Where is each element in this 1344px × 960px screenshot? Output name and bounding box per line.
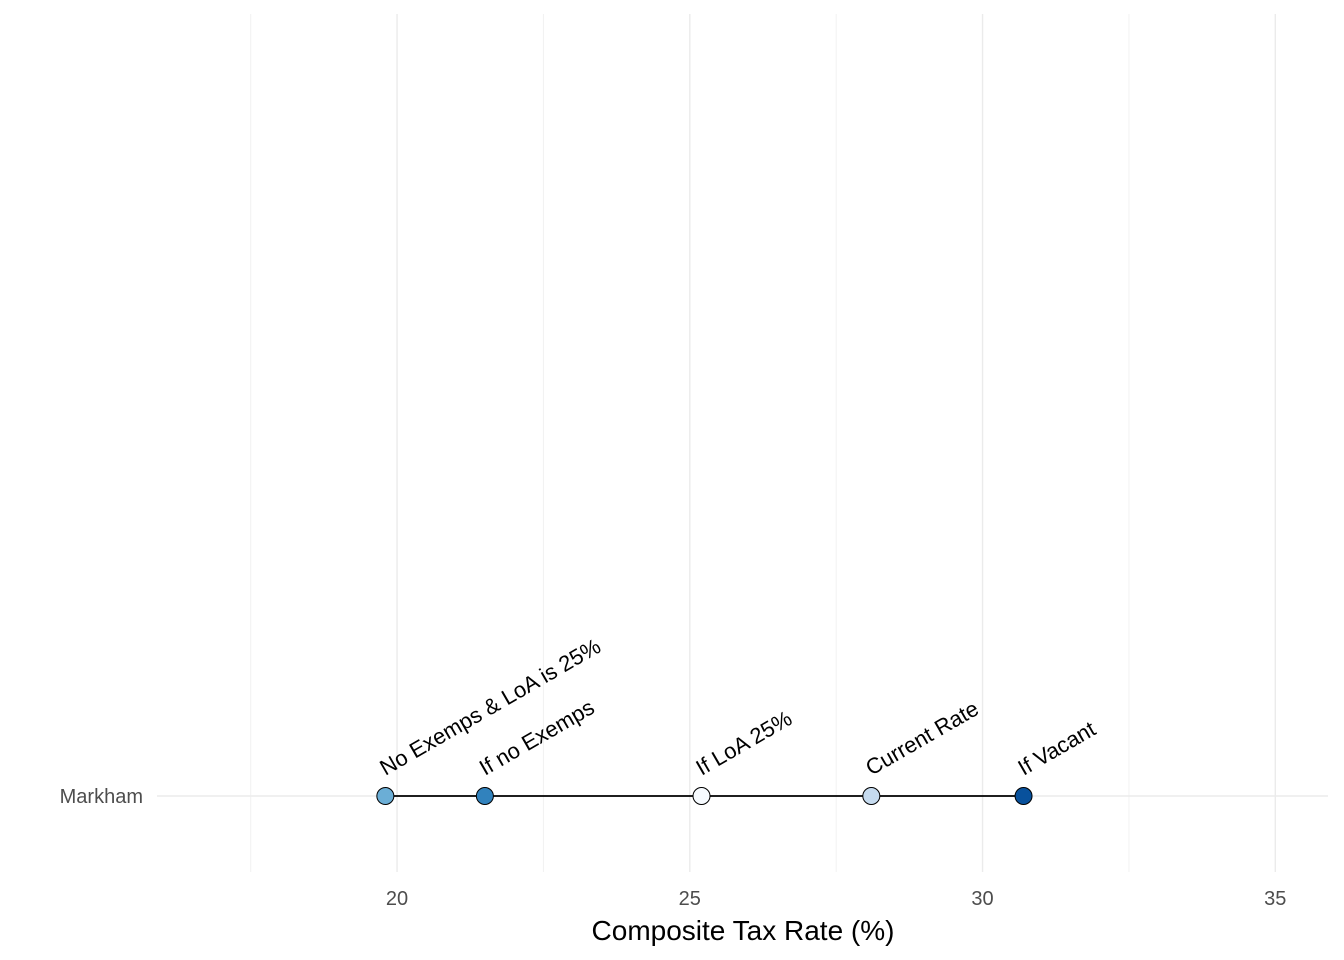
y-category-labels: Markham bbox=[60, 786, 143, 808]
point-labels: No Exemps & LoA is 25%If no Exemps If LoA… bbox=[375, 633, 1099, 780]
minor-gridlines bbox=[250, 14, 1130, 872]
data-point bbox=[376, 787, 395, 805]
x-tick-label: 20 bbox=[386, 888, 408, 910]
data-point-label: Current Rate bbox=[861, 696, 983, 781]
category-label: Markham bbox=[60, 786, 143, 808]
data-point-label: If Vacant bbox=[1014, 716, 1100, 780]
x-tick-labels: 20 25 30 35 bbox=[386, 888, 1287, 910]
data-point-label: If LoA 25% bbox=[692, 705, 797, 780]
data-point bbox=[862, 787, 881, 805]
major-gridlines bbox=[396, 14, 1277, 872]
data-point bbox=[475, 787, 494, 805]
data-point bbox=[1014, 787, 1033, 805]
x-axis-title: Composite Tax Rate (%) bbox=[592, 915, 895, 946]
data-points bbox=[376, 787, 1033, 805]
x-tick-label: 30 bbox=[971, 888, 993, 910]
x-tick-label: 25 bbox=[679, 888, 701, 910]
x-tick-label: 35 bbox=[1264, 888, 1286, 910]
data-point bbox=[692, 787, 711, 805]
